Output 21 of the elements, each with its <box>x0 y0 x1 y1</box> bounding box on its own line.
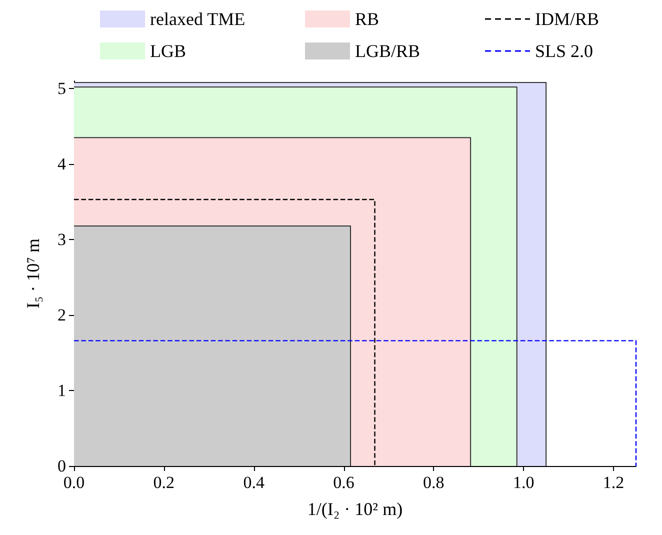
y-tick-label: 0 <box>58 456 66 476</box>
legend-label: SLS 2.0 <box>535 41 594 61</box>
x-tick-label: 0.2 <box>153 473 175 492</box>
y-axis-title: I₅ · 10⁷ m <box>23 238 43 309</box>
x-tick-label: 0.0 <box>63 473 85 492</box>
x-tick-label: 0.6 <box>333 473 354 492</box>
x-tick-label: 1.0 <box>512 473 534 492</box>
y-tick-label: 5 <box>58 79 66 98</box>
legend-label: relaxed TME <box>150 9 246 29</box>
y-tick-label: 4 <box>58 154 66 174</box>
y-tick-label: 2 <box>58 306 66 325</box>
legend-label: LGB <box>150 41 186 61</box>
x-tick-label: 0.4 <box>243 473 265 492</box>
x-axis-title: 1/(I₂ · 10² m) <box>307 499 403 519</box>
x-tick-label: 1.2 <box>602 473 624 492</box>
y-tick-label: 1 <box>58 381 66 400</box>
legend-label: IDM/RB <box>535 9 600 29</box>
legend-label: LGB/RB <box>355 41 420 61</box>
legend-label: RB <box>355 9 380 29</box>
y-tick-label: 3 <box>58 230 66 250</box>
x-tick-label: 0.8 <box>423 473 444 492</box>
